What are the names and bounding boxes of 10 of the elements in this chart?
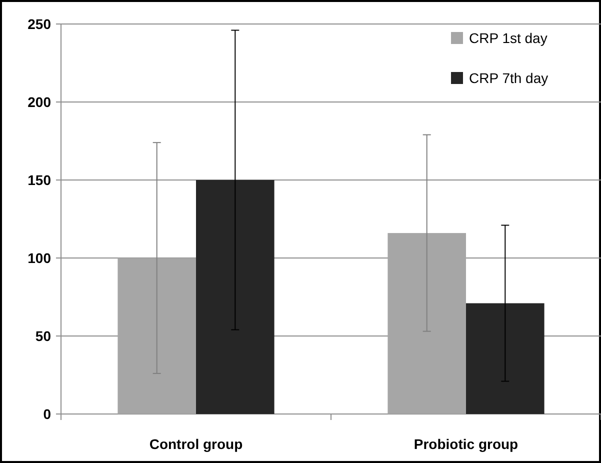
x-tick-label: Control group [149,436,243,452]
y-tick-label: 50 [35,328,52,344]
y-tick-label: 250 [28,16,52,32]
y-tick-label: 200 [28,94,52,110]
y-tick-label: 0 [43,406,52,422]
y-tick-label: 100 [28,250,52,266]
y-tick-label: 150 [28,172,52,188]
x-tick-label: Probiotic group [414,436,518,452]
legend-label: CRP 1st day [469,30,548,46]
legend-label: CRP 7th day [469,70,548,86]
